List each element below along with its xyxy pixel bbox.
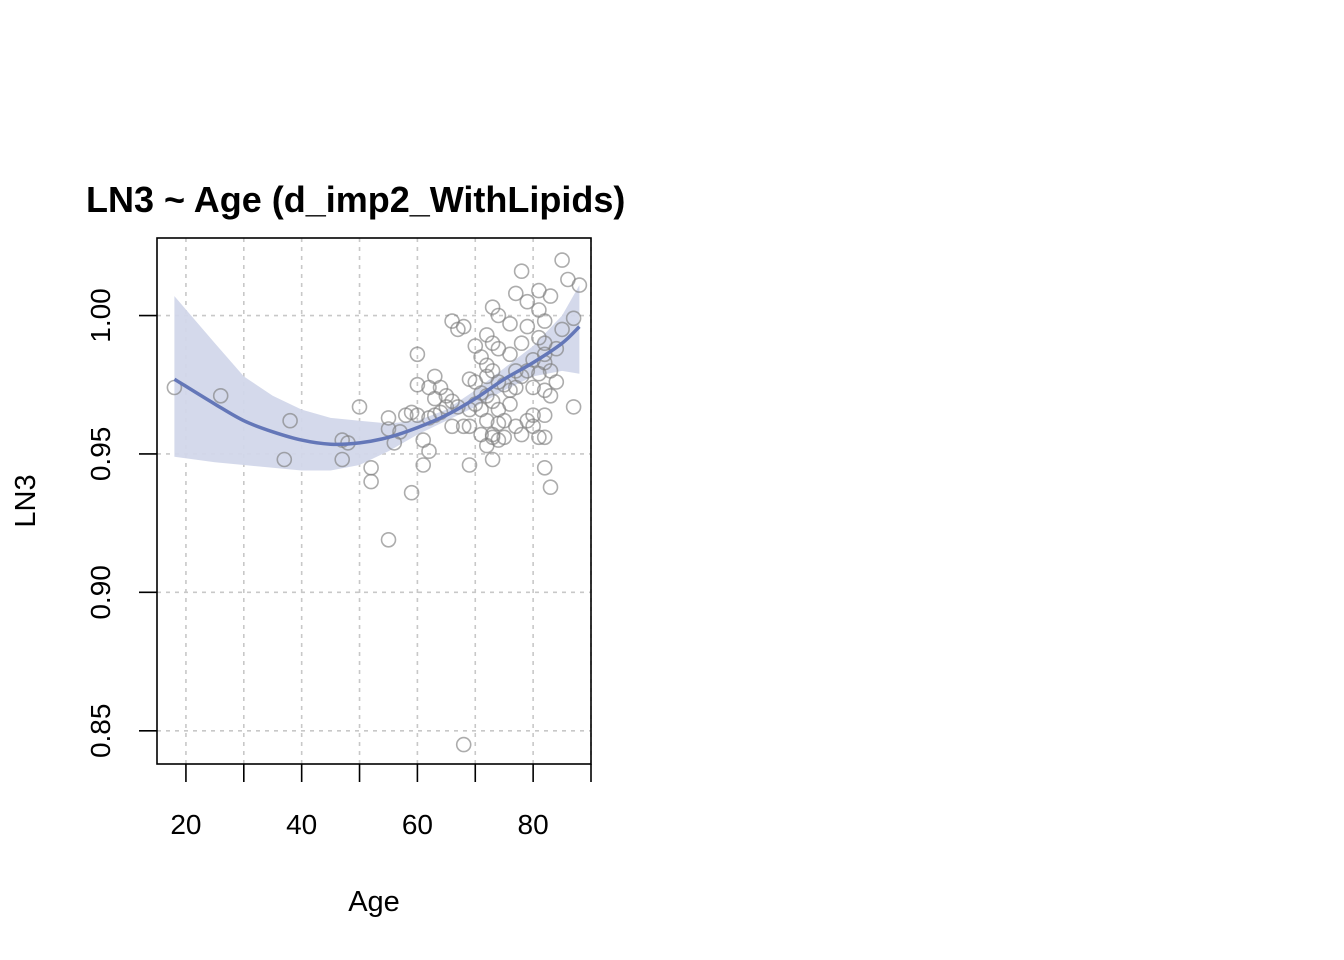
data-point xyxy=(478,357,495,374)
data-point xyxy=(536,382,553,399)
data-point xyxy=(536,429,553,446)
data-point xyxy=(565,399,582,415)
data-point xyxy=(484,393,501,410)
data-point xyxy=(455,736,472,753)
y-tick-label: 1.00 xyxy=(85,288,116,343)
data-point xyxy=(282,412,298,429)
data-point xyxy=(525,379,541,396)
data-point xyxy=(409,407,426,424)
data-point xyxy=(409,346,426,363)
data-point xyxy=(409,376,426,393)
data-point xyxy=(536,459,553,476)
x-axis: 20 40 60 80 xyxy=(170,764,592,840)
data-point xyxy=(548,374,565,390)
data-point xyxy=(502,315,518,332)
data-point xyxy=(421,443,437,460)
data-point xyxy=(496,429,513,446)
data-point xyxy=(484,335,501,352)
data-point xyxy=(478,327,495,343)
data-point xyxy=(380,410,397,426)
data-point xyxy=(484,299,501,316)
x-tick-label: 80 xyxy=(518,809,549,840)
x-axis-label: Age xyxy=(348,886,400,918)
data-point xyxy=(455,318,472,335)
data-point xyxy=(438,387,455,404)
data-point xyxy=(554,321,570,338)
data-point xyxy=(403,484,420,501)
data-point xyxy=(548,340,565,357)
data-point xyxy=(484,451,501,468)
data-point xyxy=(444,418,460,435)
data-point xyxy=(432,379,449,396)
data-point xyxy=(478,412,495,429)
data-point xyxy=(380,531,397,548)
data-point xyxy=(490,307,507,324)
data-point xyxy=(507,285,524,302)
data-point xyxy=(536,313,553,329)
data-point xyxy=(542,288,559,304)
data-point xyxy=(461,418,478,435)
data-point xyxy=(565,310,582,327)
x-tick-label: 60 xyxy=(402,809,433,840)
data-point xyxy=(513,263,530,280)
data-point xyxy=(554,252,570,268)
fit-line xyxy=(173,325,581,447)
data-point xyxy=(519,412,536,429)
y-tick-label: 0.90 xyxy=(85,565,116,620)
data-point xyxy=(507,363,524,379)
data-point xyxy=(363,459,379,476)
data-point xyxy=(519,293,536,310)
plot-frame xyxy=(156,237,592,765)
data-point xyxy=(525,407,541,424)
data-point xyxy=(513,335,530,352)
y-tick-label: 0.85 xyxy=(85,704,116,759)
data-point xyxy=(461,457,478,473)
chart-title: LN3 ~ Age (d_imp2_WithLipids) xyxy=(86,179,625,220)
y-tick-label: 0.95 xyxy=(85,427,116,482)
data-point xyxy=(455,418,472,435)
confidence-band xyxy=(174,285,580,471)
data-point xyxy=(531,429,547,446)
data-point xyxy=(363,473,379,490)
data-point xyxy=(276,451,293,468)
y-axis-label: LN3 xyxy=(10,474,42,527)
data-points xyxy=(166,252,588,753)
data-point xyxy=(542,387,559,404)
data-point xyxy=(484,426,501,443)
x-tick-label: 20 xyxy=(170,809,201,840)
data-point xyxy=(502,346,518,363)
data-point xyxy=(571,277,588,293)
data-point xyxy=(351,399,368,415)
data-point xyxy=(536,407,553,424)
data-point xyxy=(212,387,229,404)
data-point xyxy=(542,479,559,496)
data-point xyxy=(502,396,518,412)
y-axis: 0.85 0.90 0.95 1.00 xyxy=(85,288,157,758)
data-point xyxy=(531,329,547,346)
data-point xyxy=(334,451,351,468)
grid xyxy=(157,238,592,764)
data-point xyxy=(473,349,489,365)
x-tick-label: 40 xyxy=(286,809,317,840)
data-point xyxy=(513,426,530,443)
data-point xyxy=(519,318,536,335)
data-point xyxy=(444,393,460,410)
data-point xyxy=(415,457,432,473)
